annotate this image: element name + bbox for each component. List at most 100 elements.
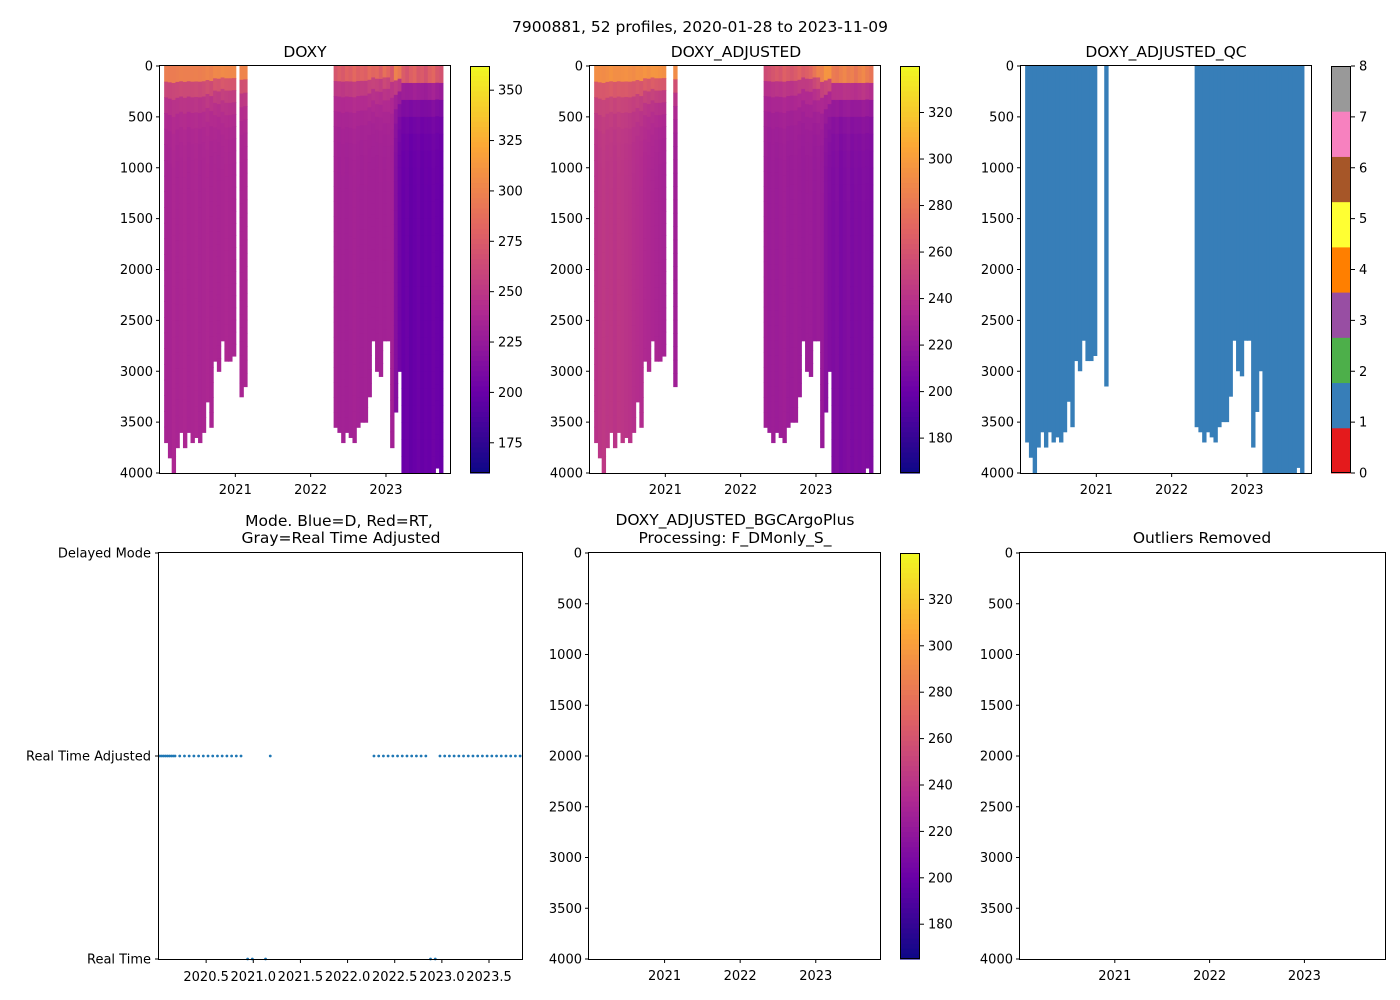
colorbar-swatch	[900, 842, 920, 848]
heatmap-cell	[435, 233, 440, 251]
heatmap-cell	[401, 252, 406, 271]
heatmap-cell	[401, 66, 406, 84]
heatmap-cell	[789, 214, 795, 230]
colorbar-swatch	[900, 573, 920, 579]
colorbar-swatch	[900, 852, 920, 859]
y-tick-label: 2000	[120, 263, 153, 278]
heatmap-cell	[243, 266, 248, 281]
heatmap-cell	[635, 205, 640, 221]
heatmap-cell	[650, 100, 656, 113]
heatmap-cell	[801, 226, 806, 239]
qc-column	[1288, 66, 1294, 473]
heatmap-cell	[624, 298, 629, 315]
heatmap-cell	[375, 358, 380, 372]
heatmap-cell	[171, 303, 177, 321]
heatmap-cell	[431, 405, 436, 423]
heatmap-cell	[175, 97, 180, 115]
heatmap-cell	[654, 66, 659, 79]
heatmap-cell	[194, 158, 199, 175]
heatmap-cell	[367, 314, 372, 329]
heatmap-cell	[408, 218, 414, 237]
heatmap-cell	[416, 286, 421, 305]
heatmap-cell	[179, 233, 184, 250]
heatmap-cell	[427, 82, 433, 101]
heatmap-cell	[378, 91, 384, 106]
heatmap-cell	[337, 96, 342, 113]
heatmap-cell	[367, 176, 372, 191]
colorbar-swatch	[470, 142, 490, 148]
heatmap-cell	[220, 180, 226, 193]
heatmap-cell	[612, 352, 618, 369]
heatmap-cell	[793, 362, 799, 379]
heatmap-cell	[333, 306, 338, 323]
heatmap-cell	[194, 189, 199, 206]
qc-column	[1251, 66, 1256, 448]
heatmap-cell	[431, 252, 436, 271]
heatmap-cell	[386, 191, 391, 204]
heatmap-cell	[375, 218, 380, 232]
heatmap-cell	[865, 434, 870, 452]
heatmap-cell	[439, 439, 444, 457]
heatmap-cell	[854, 99, 859, 118]
x-tick-label: 2022	[1155, 483, 1188, 498]
heatmap-cell	[420, 422, 425, 440]
heatmap-cell	[850, 388, 855, 406]
heatmap-cell	[658, 250, 663, 264]
heatmap-cell	[763, 216, 768, 233]
heatmap-cell	[164, 285, 169, 302]
heatmap-cell	[842, 456, 848, 474]
heatmap-cell	[239, 286, 244, 301]
colorbar-swatch	[900, 132, 920, 138]
heatmap-cell	[774, 264, 780, 281]
mode-point	[518, 754, 522, 758]
heatmap-cell	[239, 162, 244, 177]
heatmap-cell	[205, 345, 210, 361]
heatmap-cell	[171, 286, 177, 305]
figure-suptitle: 7900881, 52 profiles, 2020-01-28 to 2023…	[512, 18, 888, 36]
heatmap-cell	[835, 66, 840, 84]
heatmap-cell	[171, 320, 177, 338]
heatmap-cell	[416, 133, 421, 152]
heatmap-cell	[850, 201, 855, 220]
heatmap-cell	[835, 82, 840, 101]
heatmap-cell	[835, 422, 840, 440]
heatmap-cell	[827, 167, 833, 182]
heatmap-cell	[201, 218, 207, 235]
heatmap-cell	[393, 210, 399, 226]
heatmap-cell	[367, 355, 372, 370]
heatmap-cell	[382, 317, 387, 330]
colorbar-swatch	[1331, 111, 1351, 157]
mode-point	[466, 754, 470, 758]
colorbar-swatch	[900, 893, 920, 899]
qc-column	[1047, 66, 1053, 433]
heatmap-cell	[431, 303, 436, 321]
heatmap-cell	[205, 93, 210, 109]
heatmap-cell	[424, 82, 429, 101]
heatmap-cell	[216, 269, 222, 283]
heatmap-cell	[854, 286, 859, 305]
heatmap-cell	[801, 272, 806, 285]
heatmap-cell	[431, 269, 436, 288]
heatmap-cell	[646, 294, 652, 309]
heatmap-cell	[164, 301, 169, 318]
heatmap-cell	[673, 106, 678, 121]
heatmap-cell	[171, 439, 177, 457]
heatmap-cell	[801, 260, 806, 273]
heatmap-cell	[789, 303, 795, 319]
heatmap-cell	[861, 66, 866, 84]
heatmap-cell	[869, 167, 874, 186]
heatmap-cell	[182, 336, 188, 353]
heatmap-cell	[658, 102, 663, 116]
colorbar-swatch	[900, 593, 920, 600]
heatmap-cell	[167, 180, 173, 198]
heatmap-cell	[424, 218, 429, 237]
heatmap-cell	[835, 303, 840, 321]
heatmap-cell	[408, 201, 414, 220]
heatmap-cell	[831, 439, 836, 457]
heatmap-cell	[175, 240, 180, 258]
colorbar-swatch	[900, 350, 920, 357]
heatmap-cell	[201, 355, 207, 372]
heatmap-cell	[375, 91, 380, 105]
y-tick-label: 1000	[549, 648, 582, 663]
